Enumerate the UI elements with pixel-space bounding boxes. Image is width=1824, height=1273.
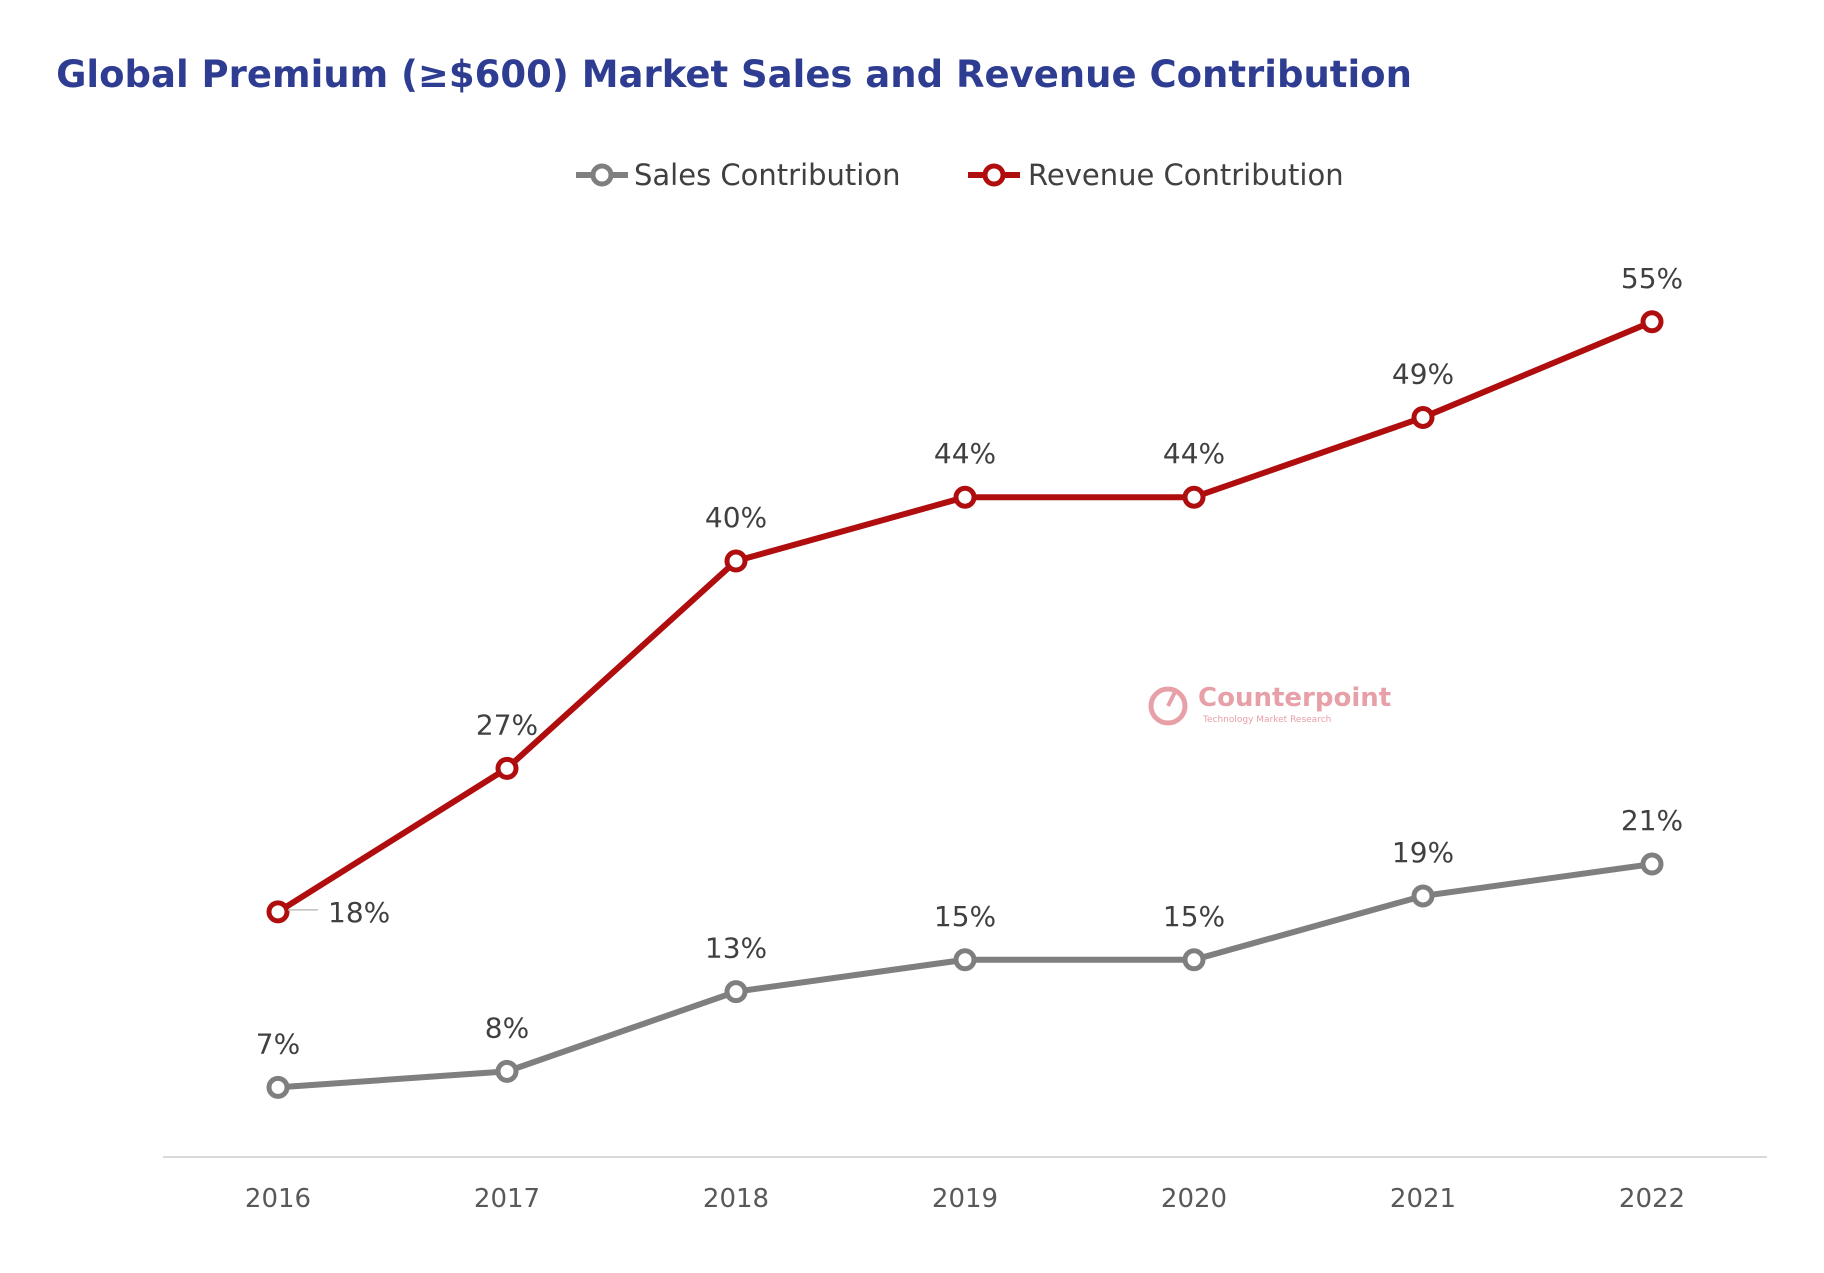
revenue-point[interactable] [1640,310,1664,334]
watermark-logo-needle [1166,689,1178,707]
x-tick-label: 2021 [1390,1184,1456,1214]
revenue-point[interactable] [495,756,519,780]
revenue-point[interactable] [724,549,748,573]
data-labels: 7% 8% 13% 15% 15% 19% 21% 18% 27% 40% 44% 44% 49% 55% [256,262,1683,1061]
legend-item-revenue[interactable]: Revenue Contribution [968,158,1344,192]
watermark-tagline: Technology Market Research [1202,715,1331,725]
revenue-data-label: 18% [328,896,390,929]
revenue-data-label: 55% [1621,262,1683,295]
sales-point[interactable] [1640,852,1664,876]
sales-point[interactable] [1182,948,1206,972]
legend: Sales Contribution Revenue Contribution [576,158,1344,192]
sales-data-label: 8% [485,1011,529,1044]
x-tick-label: 2017 [474,1184,540,1214]
series-markers [266,310,1664,1099]
revenue-data-label: 27% [476,708,538,741]
sales-point[interactable] [953,948,977,972]
revenue-point[interactable] [1182,485,1206,509]
x-tick-label: 2020 [1161,1184,1227,1214]
revenue-point[interactable] [1411,405,1435,429]
legend-item-sales[interactable]: Sales Contribution [576,158,900,192]
revenue-point[interactable] [953,485,977,509]
watermark-logo-icon [1148,686,1188,726]
chart-title: Global Premium (≥$600) Market Sales and … [56,53,1412,96]
x-tick-label: 2019 [932,1184,998,1214]
sales-data-label: 7% [256,1027,300,1060]
sales-point[interactable] [266,1075,290,1099]
revenue-data-label: 40% [705,501,767,534]
sales-data-label: 15% [1163,900,1225,933]
x-tick-label: 2018 [703,1184,769,1214]
sales-data-label: 19% [1392,836,1454,869]
sales-point[interactable] [1411,884,1435,908]
revenue-point[interactable] [266,900,290,924]
legend-revenue-marker [982,163,1006,187]
sales-data-label: 13% [705,932,767,965]
x-tick-label: 2016 [245,1184,311,1214]
revenue-data-label: 49% [1392,357,1454,390]
x-tick-label: 2022 [1619,1184,1685,1214]
x-axis-ticks: 2016 2017 2018 2019 2020 2021 2022 [245,1184,1685,1214]
sales-point[interactable] [495,1059,519,1083]
legend-sales-marker [590,163,614,187]
sales-series-line [277,861,1653,1091]
revenue-data-label: 44% [934,437,996,470]
sales-point[interactable] [724,980,748,1004]
legend-sales-label: Sales Contribution [634,158,900,192]
revenue-data-label: 44% [1163,437,1225,470]
watermark: Counterpoint Technology Market Research [1148,683,1391,726]
sales-data-label: 15% [934,900,996,933]
sales-data-label: 21% [1621,804,1683,837]
watermark-name: Counterpoint [1198,683,1391,713]
revenue-series-line [276,318,1654,915]
legend-revenue-label: Revenue Contribution [1028,158,1344,192]
